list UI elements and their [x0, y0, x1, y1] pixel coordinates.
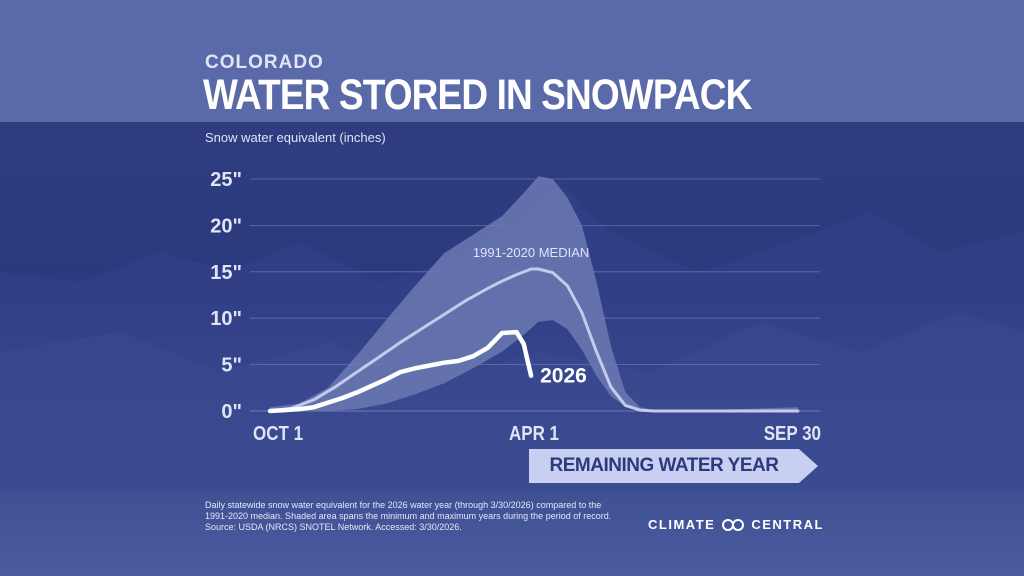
- median-line: [268, 267, 800, 413]
- y-tick-label: 5": [221, 355, 242, 377]
- footnote-source: Source: USDA (NRCS) SNOTEL Network. Acce…: [205, 522, 462, 532]
- climate-central-logo: CLIMATE CENTRAL: [648, 517, 824, 532]
- x-tick-label: SEP 30: [764, 422, 821, 445]
- x-tick-label: APR 1: [509, 422, 559, 445]
- remaining-year-label: REMAINING WATER YEAR: [549, 455, 779, 476]
- footnote-line-1: Daily statewide snow water equivalent fo…: [205, 500, 602, 510]
- footnote-line-2: 1991-2020 median. Shaded area spans the …: [205, 511, 612, 521]
- chart-subtitle: COLORADO: [205, 52, 324, 73]
- y-tick-label: 15": [210, 262, 242, 284]
- y-tick-label: 20": [210, 215, 242, 237]
- infinity-icon: [722, 518, 745, 531]
- footnote: Daily statewide snow water equivalent fo…: [205, 500, 635, 533]
- y-tick-label: 25": [210, 169, 242, 191]
- snowpack-chart: 0" 5" 10" 15" 20" 25" OCT 1 APR 1 SEP 30 1991-202…: [210, 169, 821, 445]
- footer-band: [0, 492, 1024, 576]
- label-2026: 2026: [540, 365, 587, 388]
- y-tick-label: 10": [210, 308, 242, 330]
- line-2026: [267, 329, 534, 414]
- range-band: [270, 176, 798, 411]
- x-tick-label: OCT 1: [253, 422, 303, 445]
- remaining-year-arrow: [529, 449, 818, 483]
- y-axis-title: Snow water equivalent (inches): [205, 130, 386, 145]
- logo-word-central: CENTRAL: [751, 517, 824, 532]
- logo-word-climate: CLIMATE: [648, 517, 716, 532]
- header-band: [0, 0, 1024, 122]
- chart-title: WATER STORED IN SNOWPACK: [203, 71, 752, 119]
- y-tick-label: 0": [221, 401, 242, 423]
- median-annotation: 1991-2020 MEDIAN: [473, 245, 589, 260]
